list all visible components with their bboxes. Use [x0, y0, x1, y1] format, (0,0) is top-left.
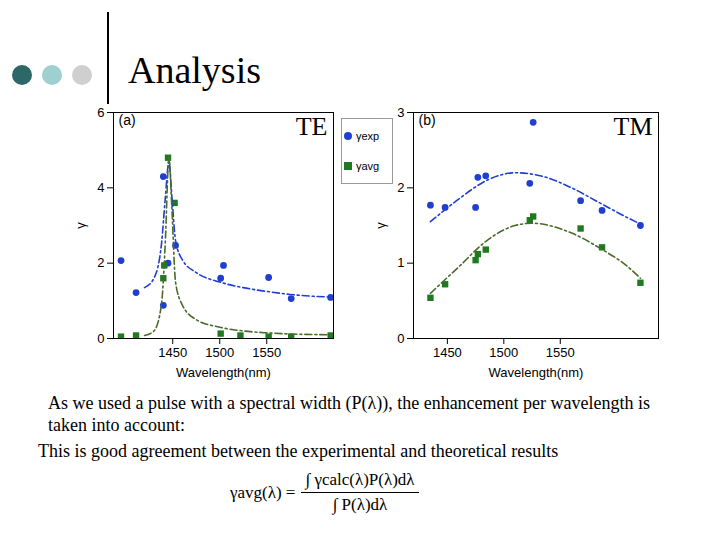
svg-text:Wavelength(nm): Wavelength(nm)	[489, 365, 584, 380]
svg-text:6: 6	[97, 105, 104, 120]
svg-text:1450: 1450	[158, 345, 187, 360]
svg-text:Wavelength(nm): Wavelength(nm)	[176, 365, 271, 380]
svg-text:1550: 1550	[546, 345, 575, 360]
html-text:γavg(λ) =: γavg(λ) =	[230, 482, 296, 502]
html-text:γexp: γexp	[356, 130, 380, 142]
svg-text:0: 0	[97, 331, 104, 346]
svg-text:γ: γ	[373, 222, 388, 229]
svg-text:1500: 1500	[489, 345, 518, 360]
svg-text:1: 1	[397, 255, 404, 270]
html-text:γavg: γavg	[356, 160, 380, 172]
svg-text:4: 4	[97, 180, 104, 195]
svg-text:2: 2	[397, 180, 404, 195]
svg-text:2: 2	[97, 255, 104, 270]
svg-text:1500: 1500	[205, 345, 234, 360]
html-text:∫ γcalc(λ)P(λ)dλ: ∫ γcalc(λ)P(λ)dλ	[305, 470, 415, 489]
svg-text:1550: 1550	[252, 345, 281, 360]
html-text:As we used a pulse with a spec: As we used a pulse with a spectral width…	[48, 393, 650, 435]
html-text:This is good agreement between: This is good agreement between the exper…	[38, 441, 559, 461]
svg-text:γ: γ	[73, 222, 88, 229]
svg-text:3: 3	[397, 105, 404, 120]
svg-text:TM: TM	[614, 112, 653, 141]
html-text:∫ P(λ)dλ: ∫ P(λ)dλ	[332, 495, 388, 514]
svg-text:(b): (b)	[419, 112, 436, 128]
svg-text:1450: 1450	[433, 345, 462, 360]
html-text:Analysis: Analysis	[128, 49, 261, 91]
svg-text:0: 0	[397, 331, 404, 346]
svg-text:TE: TE	[296, 112, 328, 141]
svg-text:(a): (a)	[119, 112, 136, 128]
